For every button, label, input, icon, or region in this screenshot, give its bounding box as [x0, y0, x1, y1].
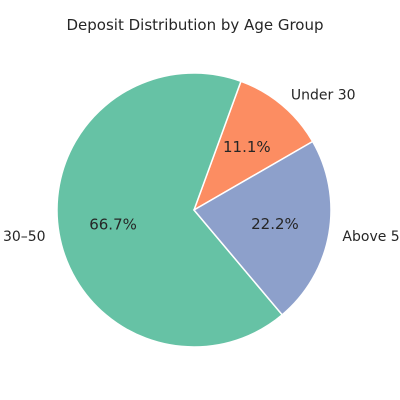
pie-slice-above-50	[192, 140, 332, 316]
pie-slices	[56, 72, 332, 348]
pie-category-label-30-50: 30–50	[3, 229, 46, 245]
pie-percent-label-30-50: 66.7%	[89, 215, 137, 233]
pie-slice-30-50	[56, 72, 284, 348]
pie-category-label-above-50: Above 50	[342, 229, 400, 245]
pie-percent-label-above-50: 22.2%	[251, 215, 299, 233]
pie-percent-label-under-30: 11.1%	[223, 138, 271, 156]
chart-title: Deposit Distribution by Age Group	[67, 16, 324, 34]
pie-category-label-under-30: Under 30	[291, 88, 356, 104]
pie-slice-under-30	[192, 80, 314, 212]
pie-labels: 11.1% Under 30 66.7% 30–50 22.2% Above 50	[3, 88, 400, 246]
